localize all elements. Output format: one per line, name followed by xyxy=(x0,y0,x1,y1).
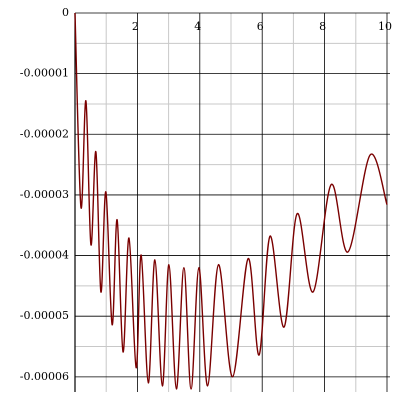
x-tick-label: 10 xyxy=(378,20,392,33)
y-tick-label: -0.00002 xyxy=(20,127,69,140)
y-tick-label: -0.00005 xyxy=(20,309,69,322)
y-tick-label: 0 xyxy=(62,6,69,19)
y-tick-label: -0.00003 xyxy=(20,188,69,201)
y-tick-label: -0.00001 xyxy=(20,67,69,80)
x-tick-label: 8 xyxy=(319,20,326,33)
x-tick-label: 6 xyxy=(257,20,264,33)
data-line xyxy=(74,12,388,390)
x-tick-label: 2 xyxy=(132,20,139,33)
y-tick-label: -0.00004 xyxy=(20,249,69,262)
x-tick-label: 4 xyxy=(194,20,201,33)
y-tick-label: -0.00006 xyxy=(20,370,69,383)
